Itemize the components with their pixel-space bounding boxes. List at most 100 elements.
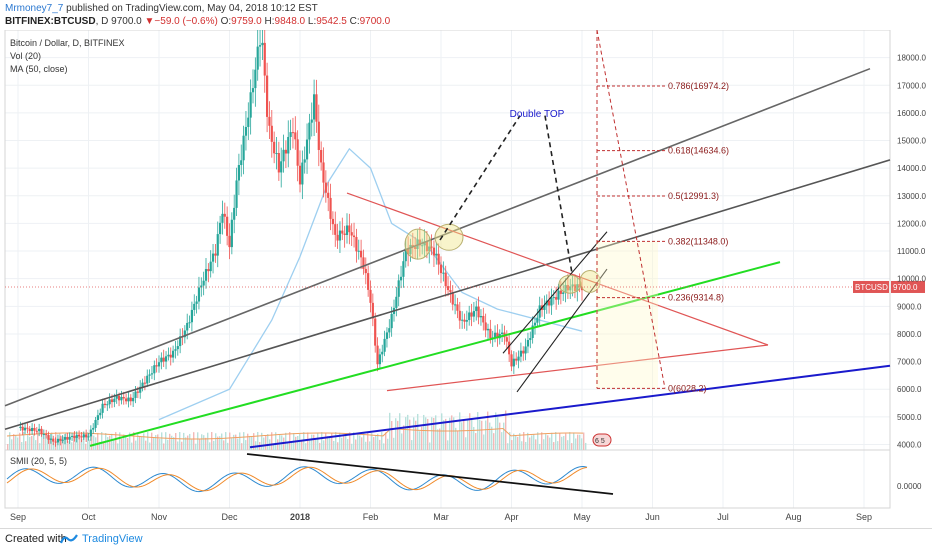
volume-bar (209, 442, 211, 450)
ma-50-line (158, 147, 583, 421)
volume-bar (59, 433, 61, 450)
candle-body (345, 225, 349, 235)
price-tick-label: 8000.0 (897, 330, 922, 339)
volume-bar (47, 434, 49, 450)
candle-body (430, 246, 433, 248)
volume-bar (483, 434, 485, 450)
volume-bar (467, 418, 469, 450)
candle-body (195, 301, 198, 304)
volume-bar (507, 443, 509, 450)
candle-body (515, 358, 518, 361)
volume-bar (485, 420, 487, 450)
candle-body (221, 213, 224, 223)
volume-bar (437, 429, 439, 450)
volume-bar (305, 443, 307, 450)
candle-body (369, 289, 372, 303)
candle-body (381, 351, 384, 355)
candle-body (139, 386, 142, 393)
volume-bar (287, 442, 289, 450)
volume-bar (315, 438, 317, 450)
volume-bar (511, 440, 513, 450)
volume-bar (425, 417, 427, 450)
volume-bar (17, 437, 19, 450)
price-chart[interactable]: Double TOP 0.786(16974.2) 0.618(14634.6) 0.… (0, 30, 932, 528)
candle-body (357, 250, 360, 252)
candle-body (432, 247, 436, 256)
fib-level-label: 0.382(11348.0) (668, 236, 728, 246)
publish-line: Mrmoney7_7 published on TradingView.com,… (5, 3, 318, 14)
candle-body (296, 139, 299, 166)
volume-bar (137, 433, 139, 450)
volume-bar (239, 432, 241, 450)
candle-body (522, 350, 525, 354)
volume-bar (99, 441, 101, 450)
double-top-dashed-line (439, 115, 521, 241)
volume-bar (441, 413, 443, 450)
candle-body (569, 286, 572, 291)
volume-bar (61, 436, 63, 450)
gray-channel-upper-line (4, 67, 871, 407)
volume-bar (93, 435, 95, 450)
volume-bar (81, 439, 83, 450)
candle-body (56, 438, 60, 443)
price-tick-label: 14000.0 (897, 164, 926, 173)
candle-body (244, 127, 248, 136)
red-triangle-lower-line (386, 344, 769, 392)
candle-body (280, 161, 283, 173)
volume-bar (29, 436, 31, 450)
candle-body (94, 420, 97, 428)
candle-body (89, 429, 92, 437)
candle-body (80, 436, 83, 438)
tradingview-brand-link[interactable]: TradingView (82, 533, 143, 545)
tradingview-logo-icon[interactable] (60, 533, 78, 545)
volume-bar (43, 438, 45, 450)
author-link[interactable]: Mrmoney7_7 (5, 3, 64, 14)
volume-bar (233, 434, 235, 450)
candle-body (578, 284, 581, 287)
volume-bar (221, 433, 223, 450)
volume-bar (419, 431, 421, 450)
candle-body (160, 357, 163, 363)
volume-bar (473, 426, 475, 450)
candle-body (155, 365, 158, 367)
volume-bar (475, 433, 477, 450)
volume-bar (497, 417, 499, 450)
volume-bar (461, 422, 463, 450)
symbol-name[interactable]: BITFINEX:BTCUSD (5, 16, 96, 27)
candle-body (162, 357, 165, 362)
volume-bar (515, 435, 517, 450)
candle-body (533, 322, 537, 326)
candle-body (425, 241, 428, 252)
volume-bar (67, 440, 69, 450)
candle-body (143, 382, 146, 384)
volume-bar (75, 437, 77, 450)
volume-bar (463, 419, 465, 450)
volume-bar (563, 436, 565, 450)
candle-body (331, 218, 334, 225)
price-tick-label: 10000.0 (897, 275, 926, 284)
candle-body (115, 395, 118, 399)
candle-body (42, 434, 45, 436)
candle-body (439, 264, 443, 274)
price-tick-label: 9000.0 (897, 302, 922, 311)
volume-bar (333, 440, 335, 450)
volume-bar (197, 432, 199, 450)
candle-body (242, 135, 245, 161)
candle-body (82, 434, 85, 438)
volume-bar (123, 434, 125, 450)
candle-body (134, 391, 137, 398)
volume-bar (147, 432, 149, 450)
candle-body (362, 257, 365, 269)
volume-bar (501, 432, 503, 450)
volume-bar (73, 432, 75, 450)
candle-body (106, 404, 109, 406)
candle-body (33, 427, 36, 431)
candle-body (329, 197, 332, 219)
volume-bar (301, 440, 303, 450)
volume-bar (405, 417, 407, 450)
volume-bar (71, 442, 73, 450)
candle-body (73, 435, 76, 438)
candle-body (188, 322, 191, 324)
volume-bar (253, 433, 255, 450)
price-tick-label: 13000.0 (897, 192, 926, 201)
